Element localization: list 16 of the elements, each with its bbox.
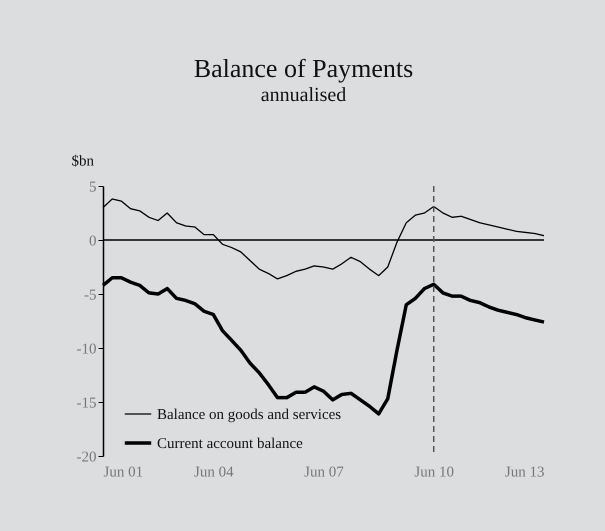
legend-label: Balance on goods and services (157, 407, 342, 423)
x-tick-label: Jun 13 (504, 464, 544, 480)
chart-subtitle: annualised (260, 84, 346, 106)
y-tick-label: 5 (89, 180, 96, 196)
y-tick-label: -10 (76, 342, 96, 358)
x-tick-label: Jun 04 (194, 464, 234, 480)
y-tick-label: -20 (76, 450, 96, 466)
x-tick-label: Jun 01 (104, 464, 144, 480)
chart-title: Balance of Payments (194, 54, 414, 83)
y-tick-label: -15 (76, 396, 96, 412)
y-axis-title: $bn (72, 154, 94, 170)
y-tick-label: 0 (89, 234, 96, 250)
x-tick-label: Jun 07 (304, 464, 344, 480)
x-tick-label: Jun 10 (414, 464, 454, 480)
legend-label: Current account balance (157, 436, 304, 452)
y-tick-label: -5 (84, 288, 96, 304)
